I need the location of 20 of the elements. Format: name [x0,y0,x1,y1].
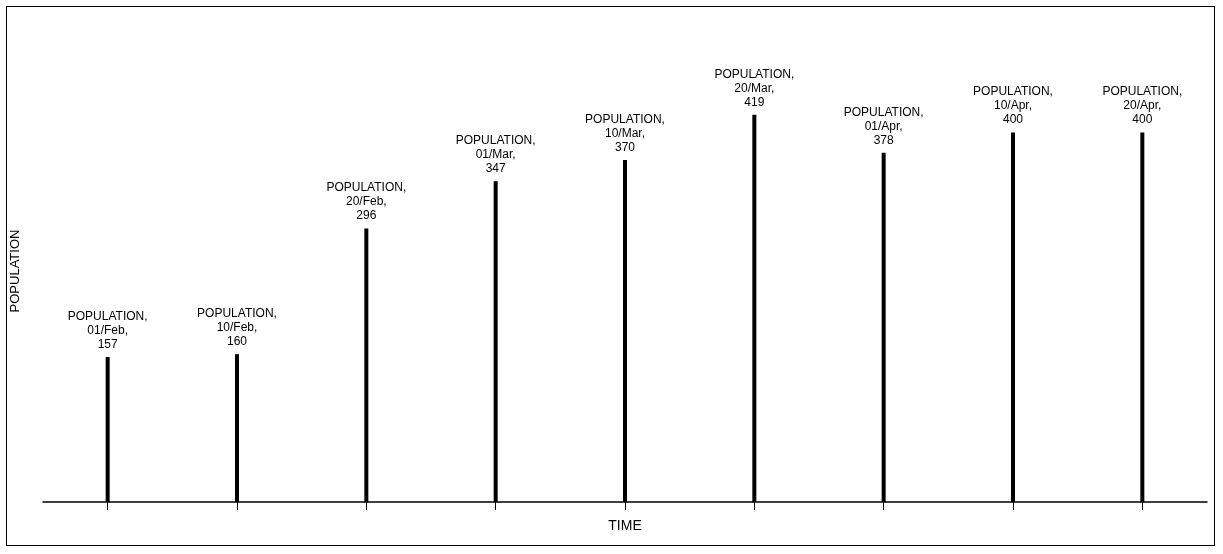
text: POPULATION, 10/Apr, [973,84,1053,113]
data-label: 370 [614,140,636,155]
data-label: 160 [226,334,248,349]
data-label: 400 [1002,112,1024,127]
data-label: 157 [97,336,118,351]
data-label: 347 [485,161,506,176]
text: POPULATION, 20/Mar, [714,66,795,95]
x-axis-title: TIME [608,517,642,533]
annotation: POPULATION, 01/Mar, [455,133,536,162]
data-label: 296 [356,208,377,223]
annotation: POPULATION, 20/Feb, [326,180,407,209]
annotation: POPULATION, 10/Mar, [585,112,665,141]
data-label: 419 [744,94,765,109]
y-axis-title: POPULATION [7,229,22,313]
data-label: 378 [873,132,894,147]
annotation: POPULATION, 01/Feb, [67,308,148,337]
annotation: POPULATION, 10/Feb, [197,306,277,335]
text: POPULATION, 20/Apr, [1102,84,1183,113]
data-label: 400 [1132,112,1153,127]
annotation: POPULATION, 01/Apr, [843,104,924,133]
